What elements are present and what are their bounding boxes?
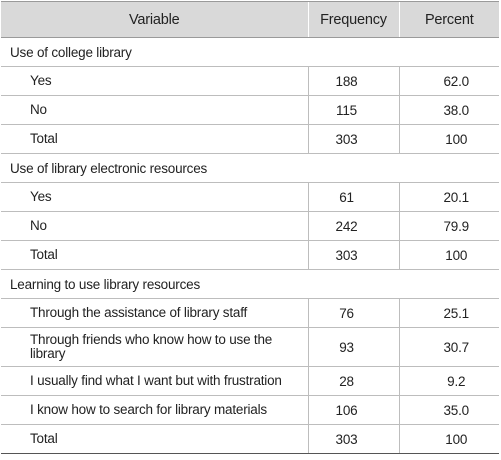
table-row: Through friends who know how to use the … (1, 327, 499, 367)
row-label: Through friends who know how to use the … (1, 327, 308, 367)
row-frequency: 115 (307, 95, 399, 125)
row-percent: 20.1 (398, 182, 499, 212)
section-row: Use of library electronic resources (1, 153, 499, 183)
row-label: No (1, 95, 308, 125)
table-row: Total 303 100 (1, 424, 499, 454)
row-percent: 100 (398, 424, 499, 454)
section-title: Use of library electronic resources (1, 153, 499, 183)
row-frequency: 303 (307, 424, 399, 454)
row-label: Total (1, 124, 308, 154)
header-percent: Percent (398, 1, 499, 38)
row-frequency: 106 (307, 395, 399, 425)
row-frequency: 303 (307, 124, 399, 154)
header-row: Variable Frequency Percent (1, 1, 499, 38)
row-frequency: 76 (307, 298, 399, 328)
row-label: Total (1, 240, 308, 270)
row-label: No (1, 211, 308, 241)
row-frequency: 61 (307, 182, 399, 212)
row-percent: 79.9 (398, 211, 499, 241)
row-frequency: 188 (307, 66, 399, 96)
table-row: No 115 38.0 (1, 95, 499, 125)
library-usage-table: Variable Frequency Percent Use of colleg… (1, 1, 499, 454)
row-label: I know how to search for library materia… (1, 395, 308, 425)
row-percent: 100 (398, 124, 499, 154)
row-percent: 9.2 (398, 366, 499, 396)
row-label: Yes (1, 182, 308, 212)
row-percent: 62.0 (398, 66, 499, 96)
row-label: Through the assistance of library staff (1, 298, 308, 328)
header-variable: Variable (1, 1, 308, 38)
row-label: Yes (1, 66, 308, 96)
row-frequency: 303 (307, 240, 399, 270)
row-percent: 35.0 (398, 395, 499, 425)
row-percent: 100 (398, 240, 499, 270)
row-percent: 25.1 (398, 298, 499, 328)
section-row: Use of college library (1, 37, 499, 67)
row-frequency: 93 (307, 327, 399, 367)
table-row: Through the assistance of library staff … (1, 298, 499, 328)
table-row: Yes 61 20.1 (1, 182, 499, 212)
section-title: Learning to use library resources (1, 269, 499, 299)
table-row: Yes 188 62.0 (1, 66, 499, 96)
row-percent: 30.7 (398, 327, 499, 367)
table-row: Total 303 100 (1, 124, 499, 154)
header-frequency: Frequency (307, 1, 399, 38)
table-row: I know how to search for library materia… (1, 395, 499, 425)
row-label: I usually find what I want but with frus… (1, 366, 308, 396)
section-row: Learning to use library resources (1, 269, 499, 299)
table-row: No 242 79.9 (1, 211, 499, 241)
section-title: Use of college library (1, 37, 499, 67)
table-row: I usually find what I want but with frus… (1, 366, 499, 396)
row-frequency: 28 (307, 366, 399, 396)
row-frequency: 242 (307, 211, 399, 241)
table-row: Total 303 100 (1, 240, 499, 270)
row-percent: 38.0 (398, 95, 499, 125)
row-label: Total (1, 424, 308, 454)
